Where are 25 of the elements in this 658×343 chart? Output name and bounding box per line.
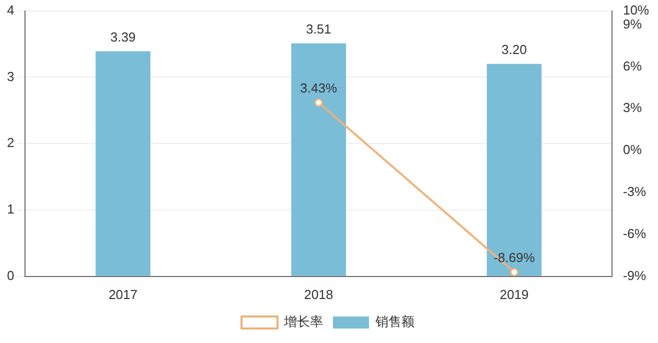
- y-tick-label: 2: [6, 135, 14, 150]
- y2-tick-label: -9%: [622, 268, 647, 283]
- y-tick-label: 3: [6, 68, 14, 84]
- x-tick-label: 2019: [500, 286, 529, 302]
- x-tick-label: 2017: [108, 286, 138, 302]
- data-label: 3.39: [110, 29, 136, 44]
- y2-tick-label: 3%: [622, 100, 642, 116]
- y2-tick-label: 6%: [622, 58, 642, 74]
- y-tick-label: 1: [6, 202, 14, 217]
- bar: [291, 43, 346, 276]
- legend-label: 增长率: [283, 314, 323, 330]
- y-tick-label: 0: [6, 268, 14, 283]
- y-tick-label: 4: [6, 2, 14, 18]
- bar: [486, 64, 542, 276]
- y2-tick-label: 0%: [622, 142, 642, 158]
- y2-tick-label: -3%: [622, 184, 647, 200]
- y2-tick-label: 10%: [622, 2, 650, 18]
- bar: [96, 51, 150, 276]
- data-label: 3.43%: [300, 80, 338, 96]
- y2-tick-label: 9%: [622, 16, 642, 32]
- data-label: 3.20: [502, 42, 527, 57]
- data-label: 3.51: [306, 21, 332, 36]
- y2-tick-label: -6%: [622, 226, 647, 242]
- x-tick-label: 2018: [304, 286, 334, 302]
- legend-label: 销售额: [374, 314, 414, 330]
